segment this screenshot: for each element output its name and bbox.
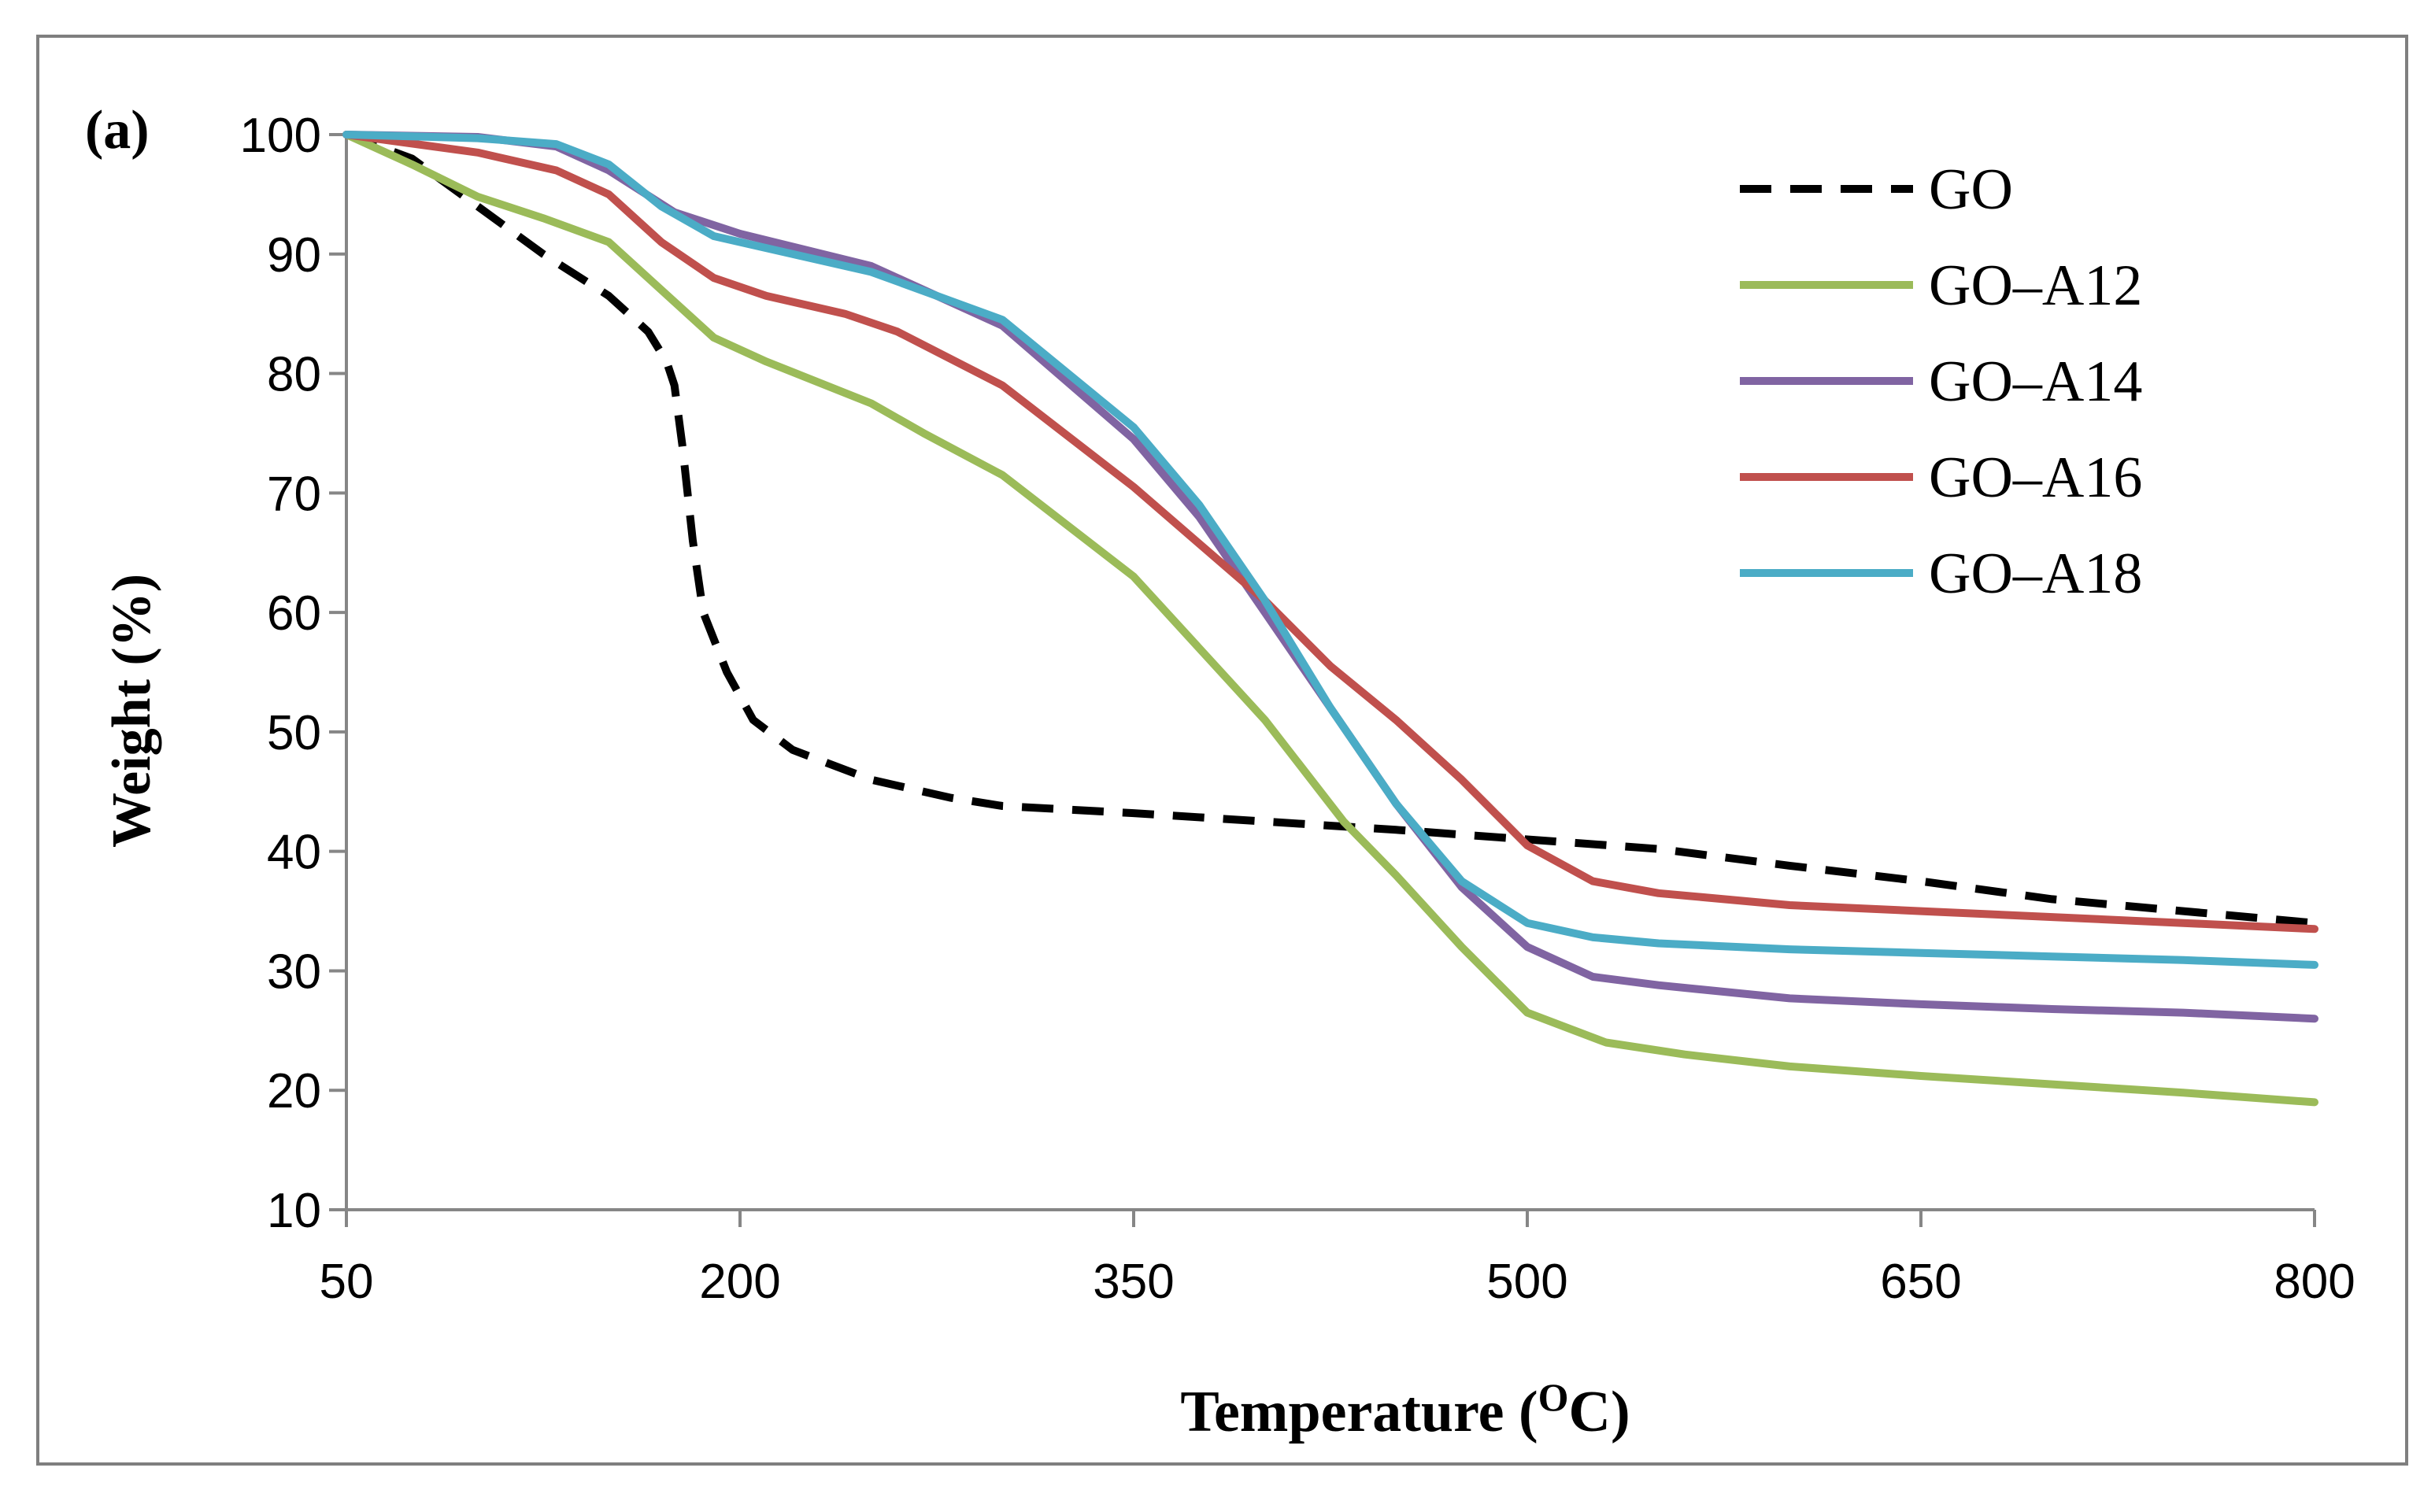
y-tick-label: 90 bbox=[267, 228, 321, 283]
ticks: 10 20 30 40 50 60 70 80 90 100 50 200 350 500 650 800 bbox=[240, 109, 2355, 1309]
series-lines bbox=[342, 131, 2318, 1107]
x-tick-label: 50 bbox=[320, 1255, 374, 1309]
y-tick-label: 50 bbox=[267, 706, 321, 760]
x-axis-label: Temperature (OC) bbox=[1180, 1375, 1630, 1444]
x-tick-label: 800 bbox=[2274, 1255, 2355, 1309]
x-tick-label: 200 bbox=[699, 1255, 780, 1309]
legend-label: GO–A18 bbox=[1929, 542, 2142, 606]
x-tick-label: 350 bbox=[1093, 1255, 1174, 1309]
series-line-go bbox=[345, 131, 2315, 927]
axes bbox=[345, 135, 2315, 1211]
legend: GO GO–A12 GO–A14 GO–A16 GO–A18 bbox=[1740, 157, 2142, 606]
y-tick-label: 80 bbox=[267, 348, 321, 402]
series-line-go-a12 bbox=[342, 131, 2318, 1107]
y-tick-label: 40 bbox=[267, 826, 321, 880]
y-tick-label: 60 bbox=[267, 586, 321, 641]
chart-frame bbox=[36, 35, 2408, 1466]
legend-label: GO–A16 bbox=[1929, 445, 2142, 510]
y-tick-label: 20 bbox=[267, 1064, 321, 1118]
y-tick-label: 70 bbox=[267, 467, 321, 521]
y-axis-label: Weight (%) bbox=[102, 574, 162, 848]
legend-label: GO bbox=[1929, 157, 2013, 222]
x-tick-label: 500 bbox=[1486, 1255, 1567, 1309]
panel-label: (a) bbox=[85, 100, 150, 161]
legend-label: GO–A14 bbox=[1929, 349, 2142, 414]
y-tick-label: 30 bbox=[267, 945, 321, 999]
legend-label: GO–A12 bbox=[1929, 253, 2142, 318]
x-tick-label: 650 bbox=[1880, 1255, 1961, 1309]
y-tick-label: 10 bbox=[267, 1184, 321, 1238]
y-tick-label: 100 bbox=[240, 109, 321, 163]
series-line-go-a18 bbox=[342, 131, 2318, 969]
